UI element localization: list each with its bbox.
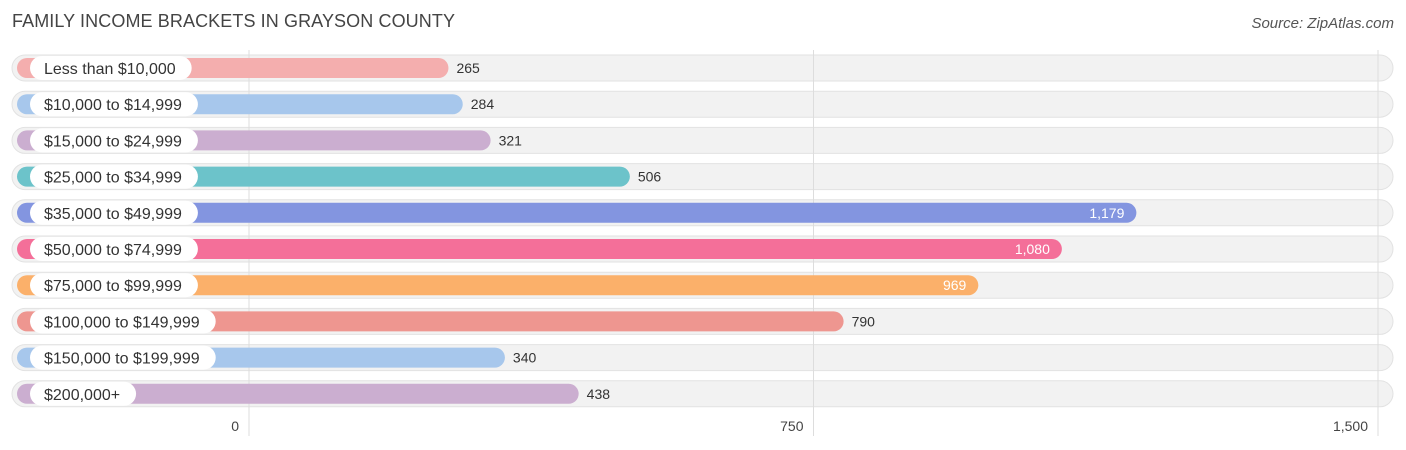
bar[interactable] — [17, 275, 979, 296]
category-label: $75,000 to $99,999 — [44, 278, 182, 295]
category-label: $50,000 to $74,999 — [44, 242, 182, 259]
x-tick-label: 750 — [780, 418, 804, 434]
value-label: 1,179 — [1089, 205, 1124, 221]
category-pill — [30, 237, 198, 261]
category-pill — [30, 200, 198, 225]
category-pill — [30, 273, 198, 298]
category-label: $10,000 to $14,999 — [44, 97, 182, 114]
value-label: 284 — [471, 96, 495, 112]
value-label: 506 — [638, 169, 662, 185]
value-label: 438 — [587, 386, 611, 402]
category-pill — [30, 56, 192, 80]
value-label: 340 — [513, 350, 537, 366]
category-pill — [30, 345, 216, 370]
category-label: Less than $10,000 — [44, 61, 176, 78]
category-pill — [30, 92, 198, 117]
bar[interactable] — [17, 202, 1137, 223]
value-label: 321 — [499, 132, 523, 148]
source-label: Source: ZipAtlas.com — [1251, 15, 1394, 32]
x-tick-label: 0 — [231, 418, 239, 434]
bar[interactable] — [17, 239, 1062, 259]
category-label: $150,000 to $199,999 — [44, 351, 200, 368]
value-label: 265 — [456, 60, 480, 76]
value-label: 790 — [852, 313, 876, 329]
x-tick-label: 1,500 — [1333, 418, 1368, 434]
category-label: $25,000 to $34,999 — [44, 170, 182, 187]
category-pill — [30, 381, 137, 406]
chart-title: FAMILY INCOME BRACKETS IN GRAYSON COUNTY — [12, 11, 456, 31]
category-label: $15,000 to $24,999 — [44, 133, 182, 150]
category-label: $200,000+ — [44, 387, 120, 404]
category-pill — [30, 309, 216, 334]
bar[interactable] — [17, 383, 579, 404]
value-label: 969 — [943, 277, 967, 293]
category-pill — [30, 164, 198, 189]
category-pill — [30, 128, 198, 153]
category-label: $35,000 to $49,999 — [44, 206, 182, 223]
value-label: 1,080 — [1015, 241, 1050, 257]
bar[interactable] — [17, 311, 844, 332]
category-label: $100,000 to $149,999 — [44, 314, 200, 331]
